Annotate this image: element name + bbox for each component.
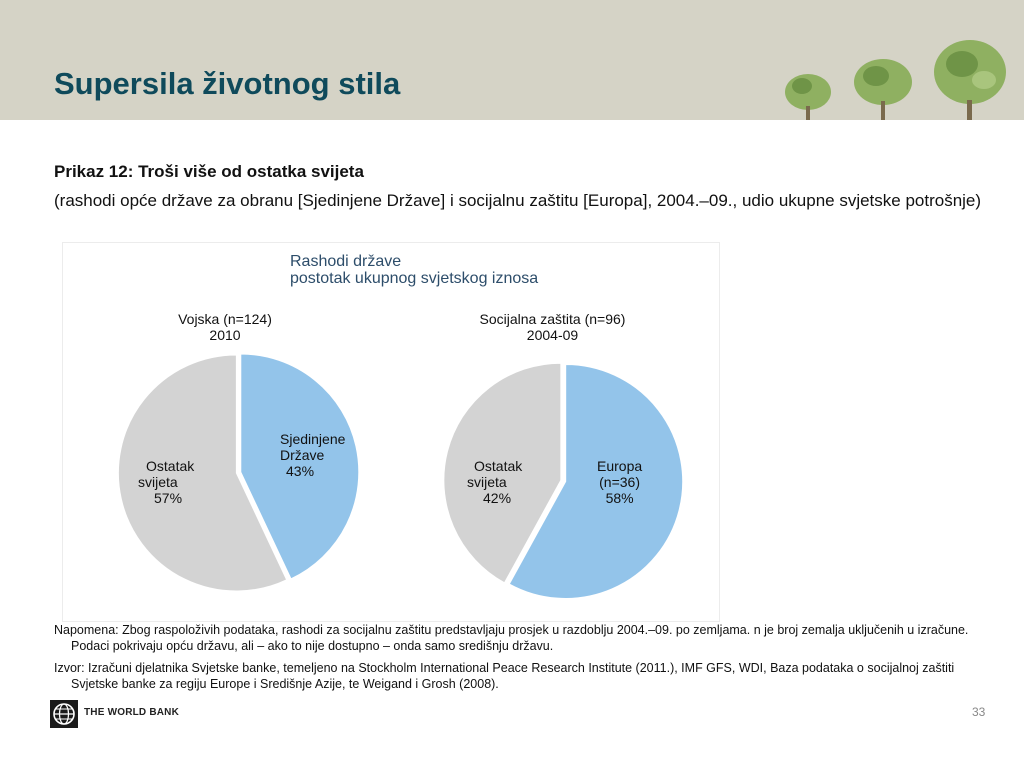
chart-heading: Rashodi države postotak ukupnog svjetsko… (290, 253, 538, 287)
figure-label: Prikaz 12: Troši više od ostatka svijeta (54, 162, 364, 181)
tree-icon (934, 40, 1006, 120)
slice-label-usa: Sjedinjene Države 43% (280, 431, 345, 479)
slide-title: Supersila životnog stila (54, 66, 401, 101)
slice-label-line: svijeta (138, 474, 178, 490)
slice-label-line: (n=36) (599, 474, 640, 490)
pie-title-military: Vojska (n=124) 2010 (150, 311, 300, 343)
slice-label-line: Ostatak (146, 458, 195, 474)
slice-label-line: Sjedinjene (280, 431, 346, 447)
slice-label-rest-military: Ostatak svijeta 57% (138, 458, 194, 506)
source-note: Izvor: Izračuni djelatnika Svjetske bank… (54, 661, 955, 691)
slice-label-line: 58% (605, 490, 634, 506)
slice-usa (240, 353, 360, 580)
tree-icon (854, 59, 912, 120)
slice-label-line: 43% (286, 463, 315, 479)
tree-icons (785, 40, 1006, 120)
slice-label-line: 42% (483, 490, 512, 506)
pie-title-line: Vojska (n=124) (178, 311, 272, 327)
pie-title-line: Socijalna zaštita (n=96) (479, 311, 626, 327)
tree-icon (785, 74, 831, 120)
slice-europe (508, 363, 684, 599)
slice-label-line: Europa (597, 458, 643, 474)
slice-label-line: Ostatak (474, 458, 523, 474)
world-bank-globe-icon (50, 700, 78, 728)
figure-subtitle: (rashodi opće države za obranu [Sjedinje… (54, 191, 982, 210)
world-bank-logo-text: THE WORLD BANK (84, 707, 180, 718)
pie-title-line: 2004-09 (526, 327, 579, 343)
pie-title-line: 2010 (209, 327, 241, 343)
slice-label-line: Države (280, 447, 325, 463)
slice-label-line: svijeta (467, 474, 507, 490)
slice-rest-social (443, 362, 562, 584)
slice-rest-military (117, 354, 288, 592)
chart-heading-line: postotak ukupnog svjetskog iznosa (290, 270, 539, 287)
slice-label-line: 57% (154, 490, 183, 506)
slice-label-rest-social: Ostatak svijeta 42% (467, 458, 522, 506)
footnote: Napomena: Zbog raspoloživih podataka, ra… (54, 623, 969, 653)
header-band (0, 0, 1024, 120)
pie-title-social: Socijalna zaštita (n=96) 2004-09 (455, 311, 650, 343)
page-number: 33 (972, 705, 986, 719)
slice-label-europe: Europa (n=36) 58% (597, 458, 642, 506)
chart-heading-line: Rashodi države (290, 253, 402, 270)
